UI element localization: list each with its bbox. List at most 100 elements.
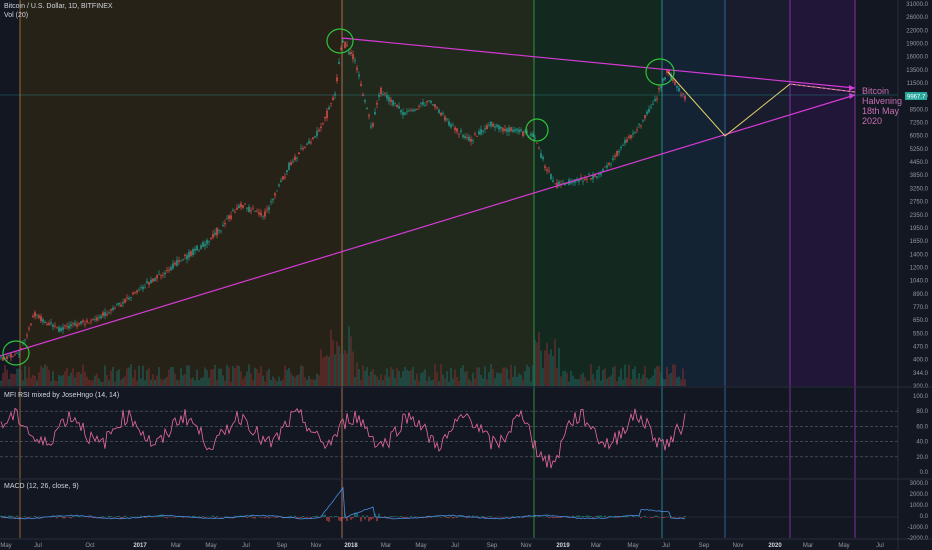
- candle-body: [224, 222, 226, 225]
- volume-bar: [648, 379, 650, 386]
- candle-body: [594, 174, 596, 177]
- candle-body: [486, 125, 488, 130]
- price-axis-label: 8500.0: [910, 107, 929, 113]
- candle-body: [422, 101, 424, 105]
- macd-histogram-bar: [534, 515, 536, 517]
- candle-body: [554, 183, 556, 185]
- volume-bar: [214, 364, 216, 386]
- candle-body: [502, 128, 504, 132]
- candle-body: [330, 103, 332, 105]
- volume-bar: [644, 366, 646, 386]
- volume-bar: [226, 365, 228, 386]
- volume-bar: [74, 377, 76, 386]
- time-axis-label: Nov: [733, 543, 744, 549]
- macd-histogram-bar: [456, 517, 458, 518]
- volume-bar: [54, 380, 56, 386]
- volume-bar: [130, 364, 132, 386]
- macd-histogram-bar: [70, 517, 72, 519]
- candle-body: [148, 282, 150, 285]
- macd-histogram-bar: [192, 515, 194, 517]
- macd-histogram-bar: [684, 515, 686, 517]
- candle-body: [62, 327, 64, 331]
- highlight-circle: [326, 28, 354, 54]
- price-axis-label: 7250.0: [910, 121, 929, 127]
- candle-body: [252, 208, 254, 210]
- macd-histogram-bar: [596, 515, 598, 517]
- macd-histogram-bar: [246, 517, 248, 519]
- volume-bar: [584, 377, 586, 386]
- volume-bar: [628, 364, 630, 386]
- candle-body: [208, 241, 210, 242]
- volume-bar: [528, 366, 530, 386]
- volume-bar: [168, 369, 170, 386]
- candle-body: [512, 129, 514, 132]
- candle-body: [326, 110, 328, 118]
- candle-body: [98, 317, 100, 319]
- macd-histogram-bar: [682, 517, 684, 518]
- volume-bar: [416, 373, 418, 386]
- candle-body: [314, 136, 316, 138]
- candle-body: [110, 308, 112, 311]
- price-axis-label: 400.0: [913, 358, 929, 364]
- volume-bar: [274, 378, 276, 386]
- volume-bar: [154, 379, 156, 386]
- volume-bar: [348, 326, 350, 386]
- volume-bar: [120, 379, 122, 386]
- volume-bar: [420, 373, 422, 386]
- macd-histogram-bar: [654, 515, 656, 517]
- volume-bar: [484, 366, 486, 386]
- candle-body: [316, 130, 318, 136]
- candle-body: [454, 127, 456, 131]
- time-axis-label: Jul: [34, 543, 42, 549]
- candle-body: [636, 129, 638, 131]
- candle-body: [86, 320, 88, 323]
- candle-body: [4, 357, 6, 359]
- volume-bar: [668, 374, 670, 386]
- candle-body: [622, 144, 624, 146]
- candle-body: [174, 262, 176, 265]
- price-axis-label: 22000.0: [906, 28, 928, 34]
- volume-bar: [256, 369, 258, 386]
- macd-histogram-bar: [362, 515, 364, 517]
- volume-bar: [482, 378, 484, 386]
- candle-body: [558, 181, 560, 186]
- macd-histogram-bar: [678, 517, 680, 518]
- candle-body: [600, 173, 602, 176]
- candle-body: [526, 131, 528, 134]
- volume-bar: [672, 364, 674, 386]
- volume-bar: [440, 364, 442, 386]
- candle-body: [516, 128, 518, 131]
- candle-body: [650, 106, 652, 108]
- price-axis[interactable]: 31000.0 26000.0 22000.0 19000.0 16000.0 13500…: [898, 0, 932, 550]
- volume-bar: [48, 369, 50, 386]
- candle-body: [154, 278, 156, 281]
- price-axis-label: 11500.0: [907, 81, 929, 87]
- volume-bar: [232, 366, 234, 386]
- macd-histogram-bar: [468, 515, 470, 517]
- volume-bar: [560, 376, 562, 386]
- macd-histogram-bar: [476, 515, 478, 517]
- candle-body: [52, 324, 54, 327]
- volume-bar: [680, 379, 682, 386]
- candle-body: [162, 275, 164, 276]
- volume-bar: [550, 349, 552, 386]
- candle-body: [588, 174, 590, 176]
- highlight-circle: [2, 340, 30, 366]
- volume-bar: [504, 367, 506, 386]
- volume-bar: [618, 376, 620, 386]
- volume-bar: [368, 375, 370, 386]
- candle-body: [88, 322, 90, 324]
- volume-bar: [276, 381, 278, 386]
- candle-body: [108, 311, 110, 313]
- candle-body: [310, 142, 312, 144]
- time-axis[interactable]: May Jul Oct 2017 Mar May Jul Sep Nov 2018 Mar May Ju…: [0, 543, 884, 549]
- price-axis-label: 770.0: [913, 305, 929, 311]
- volume-bar: [250, 373, 252, 386]
- volume-bar: [358, 369, 360, 386]
- candle-body: [220, 230, 222, 232]
- macd-histogram-bar: [674, 517, 676, 518]
- macd-histogram-bar: [24, 516, 26, 517]
- volume-bar: [674, 364, 676, 386]
- candle-body: [444, 116, 446, 121]
